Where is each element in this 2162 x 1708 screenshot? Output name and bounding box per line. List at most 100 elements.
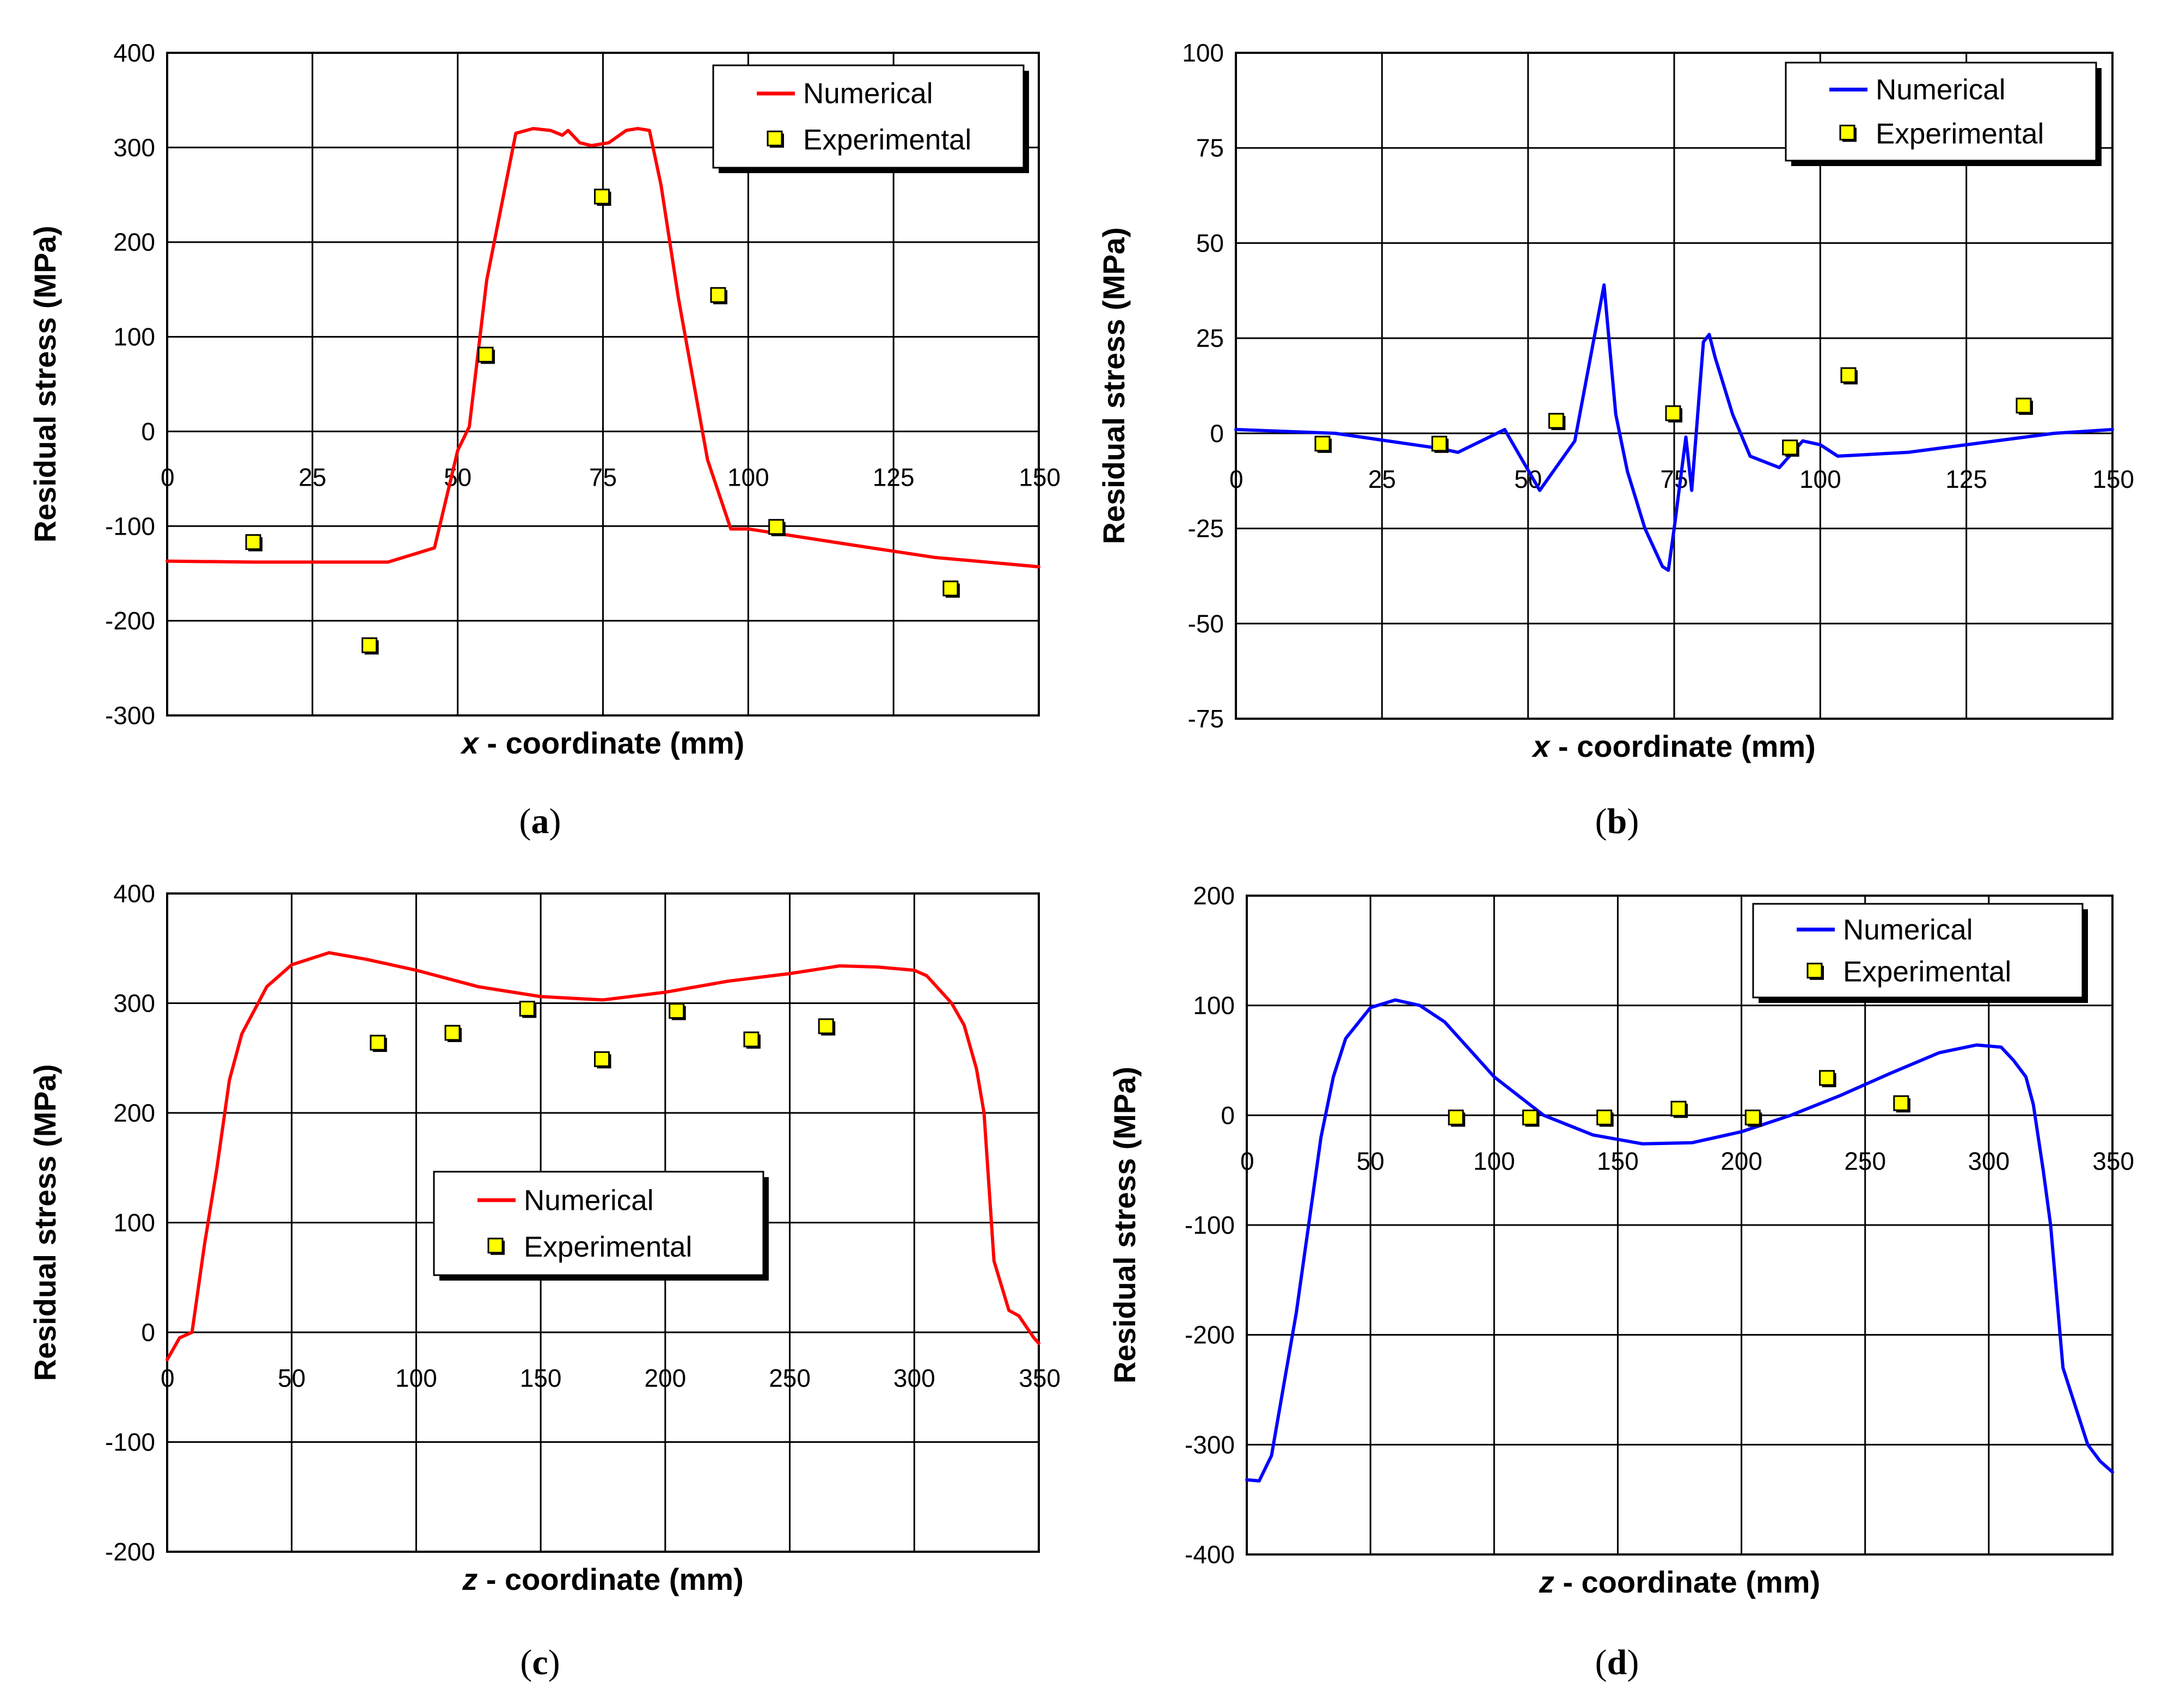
- marker-square: [743, 1031, 760, 1048]
- y-tick-label: -100: [105, 1428, 155, 1456]
- marker-square: [1314, 436, 1331, 452]
- data-point-experimental: [362, 637, 379, 655]
- marker-square: [818, 1018, 834, 1034]
- marker-square: [594, 188, 610, 205]
- marker-square: [245, 534, 261, 550]
- data-point-experimental: [1448, 1109, 1466, 1127]
- data-point-experimental: [1670, 1100, 1688, 1118]
- series-line-numerical: [1245, 998, 2114, 1483]
- y-tick-label: -200: [105, 1538, 155, 1566]
- x-tick-label: 50: [278, 1364, 305, 1392]
- x-tick-label: 200: [1720, 1147, 1762, 1175]
- x-tick-label: 100: [727, 463, 769, 491]
- marker-square: [1548, 413, 1564, 429]
- legend-marker-swatch: [767, 130, 783, 146]
- y-tick-label: -400: [1185, 1540, 1235, 1569]
- caption-letter: c: [532, 1643, 548, 1682]
- caption-paren-open: (: [520, 1643, 532, 1682]
- caption-paren-close: ): [1627, 1643, 1639, 1682]
- legend: Numerical Experimental: [433, 1171, 769, 1281]
- legend-label-experimental: Experimental: [803, 124, 971, 156]
- y-tick-label: 100: [1193, 991, 1235, 1020]
- y-tick-label: 50: [1196, 229, 1224, 257]
- x-axis-variable: z: [1539, 1565, 1554, 1599]
- caption-letter: a: [531, 801, 549, 841]
- y-axis-label: Residual stress (MPa): [28, 1064, 62, 1381]
- data-point-experimental: [1314, 436, 1332, 453]
- legend-box: [1752, 903, 2084, 999]
- data-point-experimental: [1522, 1109, 1540, 1127]
- caption-paren-open: (: [519, 801, 531, 841]
- x-tick-label: 150: [520, 1364, 562, 1392]
- series-line-numerical: [166, 127, 1040, 568]
- y-tick-label: 0: [141, 1318, 155, 1346]
- x-tick-label: 300: [893, 1364, 935, 1392]
- caption-letter: b: [1607, 801, 1627, 841]
- x-tick-label: 0: [161, 463, 175, 491]
- marker-square: [942, 580, 959, 597]
- marker-square: [1665, 405, 1681, 421]
- marker-square: [1448, 1109, 1464, 1125]
- legend: Numerical Experimental: [1785, 62, 2102, 166]
- y-tick-label: -50: [1188, 609, 1224, 638]
- legend-label-experimental: Experimental: [1843, 956, 2011, 988]
- x-tick-label: 0: [161, 1364, 175, 1392]
- legend-box: [1785, 62, 2097, 162]
- legend-label-numerical: Numerical: [1843, 914, 1973, 946]
- marker-square: [370, 1034, 386, 1051]
- marker-square: [669, 1003, 685, 1019]
- data-point-experimental: [818, 1018, 836, 1036]
- x-tick-label: 250: [1844, 1147, 1886, 1175]
- data-point-experimental: [1665, 405, 1682, 423]
- data-point-experimental: [2016, 397, 2033, 415]
- marker-square: [362, 637, 378, 653]
- legend-box: [712, 64, 1025, 169]
- marker-square: [768, 519, 785, 535]
- y-tick-label: -200: [1185, 1321, 1235, 1349]
- x-tick-label: 100: [395, 1364, 437, 1392]
- x-axis-variable: x: [1531, 729, 1551, 763]
- y-tick-label: 100: [1182, 39, 1224, 67]
- y-tick-label: 100: [113, 323, 155, 351]
- legend-box: [433, 1171, 764, 1276]
- data-point-experimental: [1744, 1109, 1762, 1127]
- x-axis-label: z - coordinate (mm): [462, 1562, 743, 1596]
- x-tick-label: 125: [1945, 465, 1987, 493]
- caption-paren-open: (: [1595, 801, 1607, 841]
- data-point-experimental: [710, 287, 727, 304]
- y-tick-label: 400: [113, 879, 155, 908]
- x-tick-label: 350: [1019, 1364, 1061, 1392]
- y-tick-label: -300: [105, 701, 155, 730]
- y-tick-label: -100: [1185, 1211, 1235, 1239]
- data-point-experimental: [768, 519, 786, 536]
- legend-label-numerical: Numerical: [524, 1184, 654, 1216]
- data-point-experimental: [519, 1001, 537, 1018]
- x-axis-label: z - coordinate (mm): [1539, 1565, 1820, 1599]
- x-tick-label: 300: [1968, 1147, 2010, 1175]
- series-line-numerical: [1234, 283, 2114, 572]
- x-tick-label: 200: [644, 1364, 686, 1392]
- x-tick-label: 250: [769, 1364, 811, 1392]
- x-tick-label: 25: [1368, 465, 1396, 493]
- caption-paren-open: (: [1595, 1643, 1607, 1682]
- x-tick-label: 150: [2092, 465, 2134, 493]
- data-point-experimental: [245, 534, 263, 552]
- x-tick-label: 100: [1473, 1147, 1515, 1175]
- y-tick-label: 300: [113, 989, 155, 1018]
- data-point-experimental: [594, 1051, 611, 1069]
- x-tick-label: 125: [873, 463, 915, 491]
- panel-caption: (d): [1595, 1643, 1639, 1682]
- data-point-experimental: [1596, 1109, 1614, 1127]
- plot-frame: [1235, 52, 2114, 720]
- y-tick-label: 25: [1196, 324, 1224, 352]
- y-tick-label: -100: [105, 512, 155, 540]
- y-tick-label: 0: [1221, 1101, 1235, 1129]
- data-point-experimental: [1819, 1070, 1836, 1087]
- x-tick-label: 75: [589, 463, 617, 491]
- caption-paren-close: ): [548, 1643, 560, 1682]
- caption-paren-close: ): [1627, 801, 1639, 841]
- x-axis-label: x - coordinate (mm): [1531, 729, 1816, 763]
- x-tick-label: 150: [1019, 463, 1061, 491]
